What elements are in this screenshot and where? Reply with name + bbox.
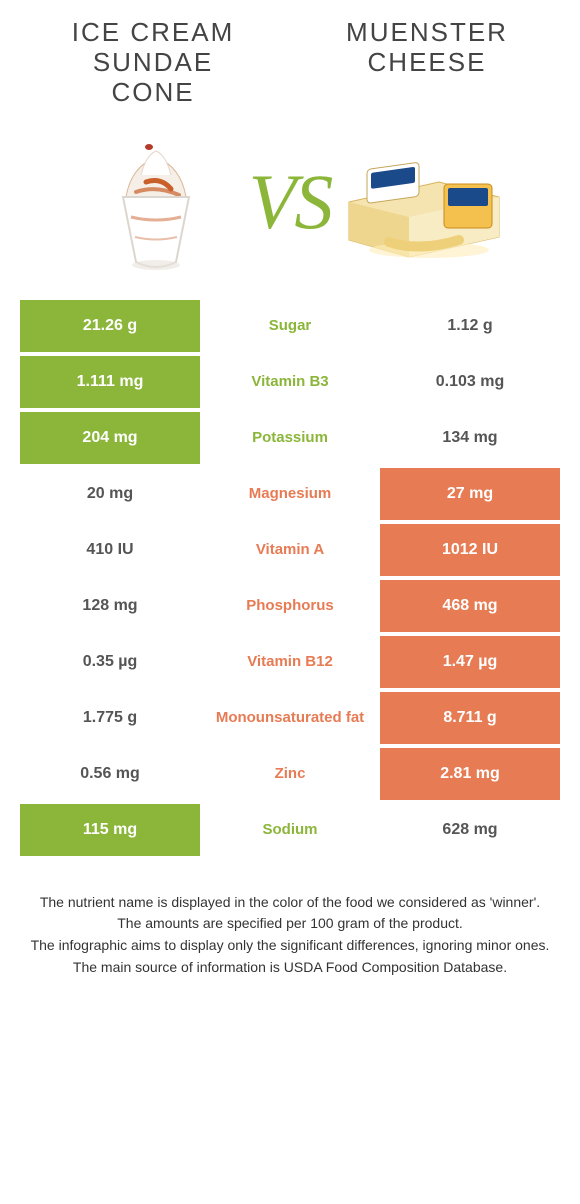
nutrient-row: 115 mgSodium628 mg — [20, 804, 560, 856]
nutrient-label: Potassium — [200, 412, 380, 464]
nutrient-row: 21.26 gSugar1.12 g — [20, 300, 560, 352]
nutrient-label: Vitamin B12 — [200, 636, 380, 688]
note-line: The main source of information is USDA F… — [28, 957, 552, 979]
nutrient-right-value: 1.12 g — [380, 300, 560, 352]
nutrient-left-value: 204 mg — [20, 412, 200, 464]
nutrient-left-value: 1.111 mg — [20, 356, 200, 408]
nutrient-row: 410 IUVitamin A1012 IU — [20, 524, 560, 576]
nutrient-label: Sodium — [200, 804, 380, 856]
note-line: The infographic aims to display only the… — [28, 935, 552, 957]
nutrient-right-value: 2.81 mg — [380, 748, 560, 800]
note-line: The amounts are specified per 100 gram o… — [28, 913, 552, 935]
nutrient-right-value: 134 mg — [380, 412, 560, 464]
nutrient-row: 1.111 mgVitamin B30.103 mg — [20, 356, 560, 408]
nutrient-right-value: 0.103 mg — [380, 356, 560, 408]
nutrient-row: 128 mgPhosphorus468 mg — [20, 580, 560, 632]
note-line: The nutrient name is displayed in the co… — [28, 892, 552, 914]
sundae-icon — [91, 127, 221, 277]
nutrient-label: Phosphorus — [200, 580, 380, 632]
right-food-title: Muenstercheese — [312, 18, 542, 78]
right-food-image — [339, 122, 509, 282]
nutrient-left-value: 20 mg — [20, 468, 200, 520]
nutrient-label: Vitamin A — [200, 524, 380, 576]
nutrient-row: 20 mgMagnesium27 mg — [20, 468, 560, 520]
nutrient-left-value: 0.35 µg — [20, 636, 200, 688]
nutrient-right-value: 1012 IU — [380, 524, 560, 576]
nutrient-right-value: 628 mg — [380, 804, 560, 856]
nutrient-label: Vitamin B3 — [200, 356, 380, 408]
nutrient-row: 0.35 µgVitamin B121.47 µg — [20, 636, 560, 688]
cheese-icon — [339, 142, 509, 262]
nutrient-right-value: 8.711 g — [380, 692, 560, 744]
nutrient-right-value: 27 mg — [380, 468, 560, 520]
nutrient-label: Magnesium — [200, 468, 380, 520]
nutrient-label: Monounsaturated fat — [200, 692, 380, 744]
left-food-image — [71, 122, 241, 282]
nutrient-row: 1.775 gMonounsaturated fat8.711 g — [20, 692, 560, 744]
header: Ice CreamSundaecone Muenstercheese — [0, 0, 580, 108]
nutrient-row: 0.56 mgZinc2.81 mg — [20, 748, 560, 800]
nutrient-table: 21.26 gSugar1.12 g1.111 mgVitamin B30.10… — [20, 296, 560, 860]
images-row: VS — [0, 108, 580, 296]
nutrient-left-value: 1.775 g — [20, 692, 200, 744]
nutrient-right-value: 1.47 µg — [380, 636, 560, 688]
nutrient-left-value: 0.56 mg — [20, 748, 200, 800]
nutrient-left-value: 128 mg — [20, 580, 200, 632]
nutrient-label: Sugar — [200, 300, 380, 352]
vs-label: VS — [241, 157, 340, 247]
nutrient-row: 204 mgPotassium134 mg — [20, 412, 560, 464]
nutrient-label: Zinc — [200, 748, 380, 800]
nutrient-right-value: 468 mg — [380, 580, 560, 632]
nutrient-left-value: 115 mg — [20, 804, 200, 856]
nutrient-left-value: 21.26 g — [20, 300, 200, 352]
left-food-title: Ice CreamSundaecone — [38, 18, 268, 108]
footer-notes: The nutrient name is displayed in the co… — [0, 860, 580, 1003]
nutrient-left-value: 410 IU — [20, 524, 200, 576]
